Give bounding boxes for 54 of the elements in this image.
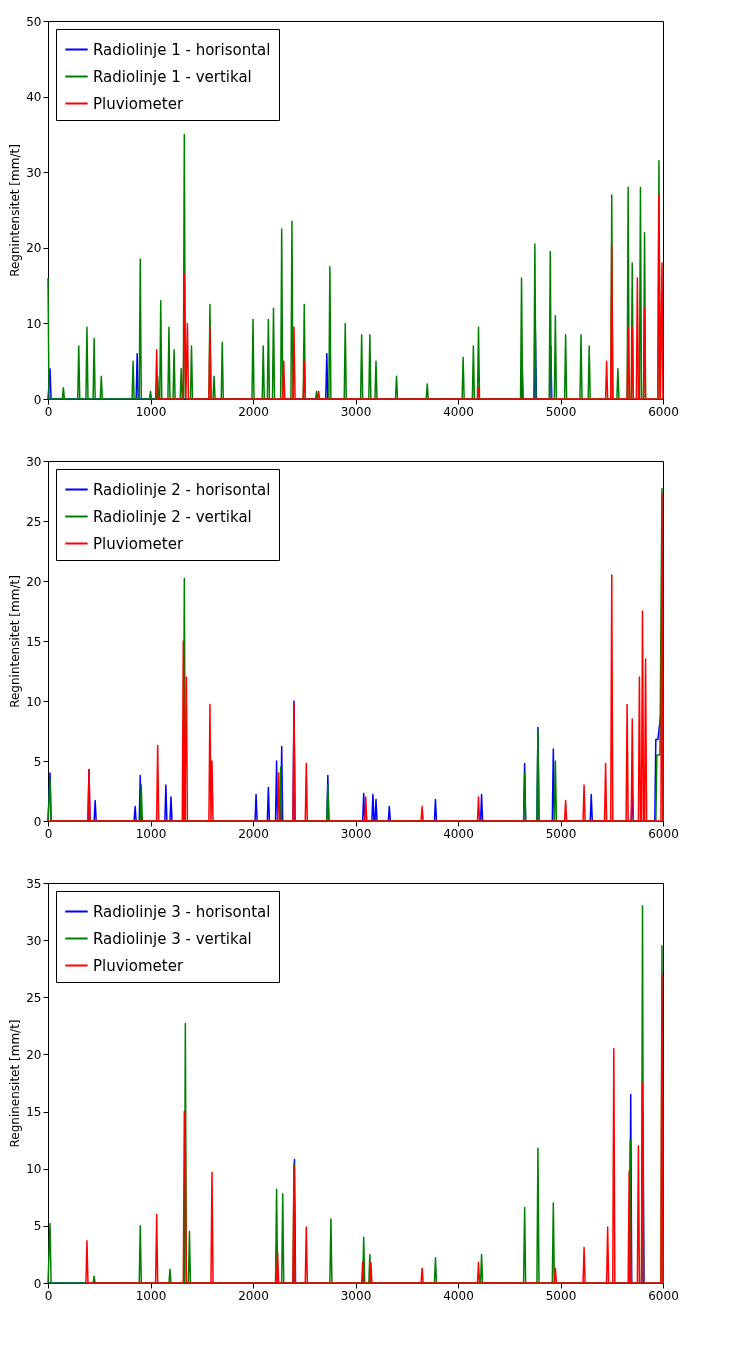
legend-label: Pluviometer: [93, 534, 184, 553]
y-tick-label: 20: [26, 574, 42, 589]
y-tick-label: 0: [33, 392, 42, 407]
x-tick-label: 1000: [135, 404, 167, 419]
y-tick-label: 30: [26, 933, 42, 948]
y-tick-label: 10: [26, 316, 42, 331]
x-tick-label: 0: [44, 826, 53, 841]
y-tick-label: 20: [26, 241, 42, 256]
x-tick-label: 3000: [340, 826, 372, 841]
x-tick-label: 1000: [135, 1288, 167, 1303]
x-tick-label: 2000: [238, 826, 269, 841]
y-tick-label: 5: [33, 1219, 42, 1234]
x-tick-label: 2000: [238, 1288, 269, 1303]
x-tick-label: 4000: [443, 404, 474, 419]
x-tick-label: 5000: [545, 1288, 577, 1303]
y-tick-label: 20: [26, 1047, 42, 1062]
legend-label: Pluviometer: [93, 956, 184, 975]
y-tick-label: 50: [26, 14, 42, 29]
legend-label: Radiolinje 3 - vertikal: [93, 929, 252, 948]
legend-label: Radiolinje 2 - horisontal: [93, 480, 271, 499]
x-tick-label: 4000: [443, 1288, 474, 1303]
x-tick-label: 3000: [340, 1288, 372, 1303]
y-tick-label: 25: [26, 990, 42, 1005]
x-tick-label: 5000: [545, 404, 577, 419]
x-tick-label: 2000: [238, 404, 269, 419]
x-tick-label: 4000: [443, 826, 474, 841]
legend-label: Radiolinje 3 - horisontal: [93, 902, 271, 921]
y-tick-label: 30: [26, 165, 42, 180]
y-tick-label: 30: [26, 454, 42, 469]
y-tick-label: 10: [26, 694, 42, 709]
x-tick-label: 6000: [648, 826, 679, 841]
legend-label: Radiolinje 1 - vertikal: [93, 67, 252, 86]
x-tick-label: 0: [44, 404, 53, 419]
y-tick-label: 0: [33, 814, 42, 829]
x-tick-label: 3000: [340, 404, 372, 419]
x-tick-label: 5000: [545, 826, 577, 841]
x-tick-label: 6000: [648, 404, 679, 419]
legend-label: Radiolinje 1 - horisontal: [93, 40, 271, 59]
x-tick-label: 1000: [135, 826, 167, 841]
y-axis-title: Regninensitet [mm/t]: [8, 1019, 23, 1148]
y-tick-label: 15: [26, 1105, 42, 1120]
y-tick-label: 5: [33, 754, 42, 769]
y-tick-label: 35: [26, 876, 42, 891]
y-tick-label: 15: [26, 634, 42, 649]
y-axis-title: Regnintensitet [mm/t]: [8, 575, 23, 708]
y-tick-label: 25: [26, 514, 42, 529]
y-tick-label: 10: [26, 1162, 42, 1177]
y-tick-label: 40: [26, 90, 42, 105]
legend-label: Radiolinje 2 - vertikal: [93, 507, 252, 526]
y-axis-title: Regnintensitet [mm/t]: [8, 144, 23, 277]
x-tick-label: 0: [44, 1288, 53, 1303]
legend-label: Pluviometer: [93, 94, 184, 113]
y-tick-label: 0: [33, 1276, 42, 1291]
x-tick-label: 6000: [648, 1288, 679, 1303]
